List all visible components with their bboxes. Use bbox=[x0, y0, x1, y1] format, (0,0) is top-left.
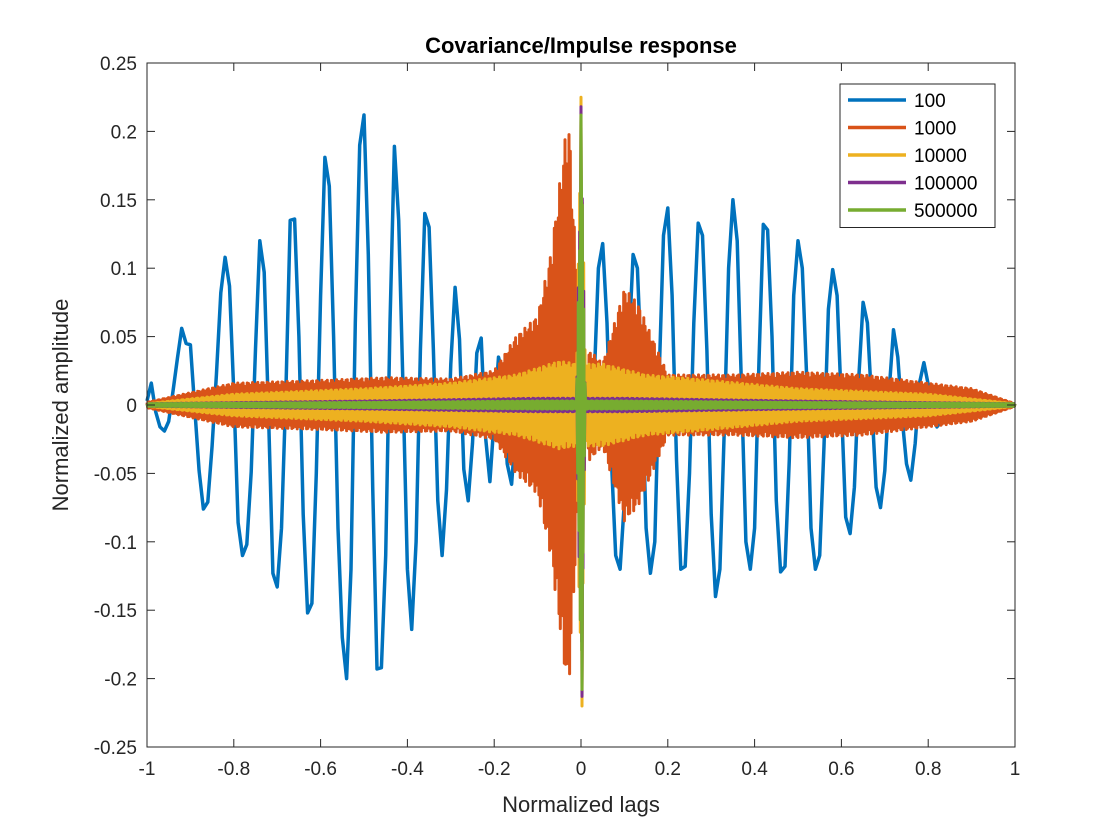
legend-label-1000: 1000 bbox=[914, 119, 956, 140]
y-tick-label: 0.15 bbox=[100, 191, 137, 212]
y-tick-label: -0.1 bbox=[104, 533, 137, 554]
series-layer bbox=[145, 95, 1017, 708]
y-tick-label: 0.25 bbox=[100, 54, 137, 75]
y-tick-label: 0 bbox=[126, 396, 137, 417]
x-tick-label: -0.2 bbox=[478, 759, 511, 780]
y-tick-label: -0.25 bbox=[94, 738, 137, 759]
series-500000 bbox=[145, 113, 1017, 691]
legend: 100 1000 10000 100000 500000 bbox=[839, 83, 996, 228]
legend-label-10000: 10000 bbox=[914, 146, 967, 167]
x-axis-label: Normalized lags bbox=[502, 792, 660, 817]
legend-label-100000: 100000 bbox=[914, 174, 977, 195]
x-tick-label: 1 bbox=[1010, 759, 1021, 780]
x-tick-label: -0.4 bbox=[391, 759, 424, 780]
x-tick-label: 0 bbox=[576, 759, 587, 780]
x-tick-label: -0.6 bbox=[304, 759, 337, 780]
x-tick-label: 0.2 bbox=[655, 759, 681, 780]
legend-label-100: 100 bbox=[914, 91, 946, 112]
x-tick-label: 0.8 bbox=[915, 759, 941, 780]
x-tick-label: -1 bbox=[139, 759, 156, 780]
x-tick-label: -0.8 bbox=[217, 759, 250, 780]
y-tick-label: -0.15 bbox=[94, 601, 137, 622]
chart-title: Covariance/Impulse response bbox=[425, 33, 737, 58]
x-tick-label: 0.4 bbox=[741, 759, 768, 780]
y-tick-label: 0.05 bbox=[100, 328, 137, 349]
y-tick-label: -0.2 bbox=[104, 670, 137, 691]
series-line-500000 bbox=[145, 113, 1017, 691]
y-tick-label: -0.05 bbox=[94, 464, 137, 485]
axes-layer: -1 -0.8 -0.6 -0.4 -0.2 0 0.2 0.4 0.6 0.8 1 -0.25 -0.… bbox=[94, 54, 1021, 780]
x-tick-label: 0.6 bbox=[828, 759, 854, 780]
legend-label-500000: 500000 bbox=[914, 201, 977, 222]
y-axis-label: Normalized amplitude bbox=[48, 299, 73, 512]
y-tick-label: 0.1 bbox=[111, 259, 137, 280]
y-tick-label: 0.2 bbox=[111, 122, 137, 143]
